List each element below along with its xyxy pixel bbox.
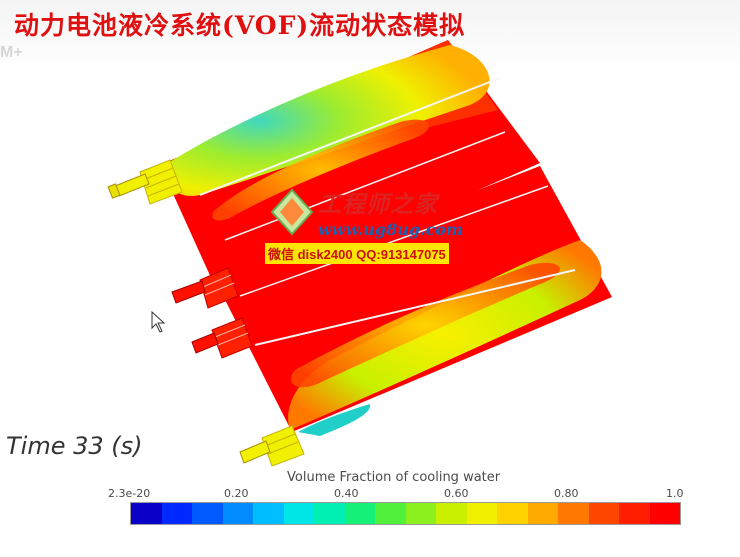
- watermark-brand: 工程师之家: [318, 191, 438, 218]
- colorbar-swatch: [436, 503, 467, 524]
- colorbar-swatch: [558, 503, 589, 524]
- upper-plate-baffle: [224, 131, 506, 241]
- colorbar-swatch: [161, 503, 192, 524]
- lower-plate-baffle: [239, 185, 549, 297]
- colorbar-title: Volume Fraction of cooling water: [287, 470, 501, 485]
- lower-plate-divider: [254, 269, 576, 346]
- arrow-cursor-icon: [151, 310, 166, 333]
- lower-plate-blue-pocket: [298, 404, 371, 436]
- colorbar-swatch: [192, 503, 223, 524]
- colorbar-tick: 2.3e-20: [108, 487, 151, 500]
- upper-inlet-header: [107, 159, 183, 205]
- corner-mark: M+: [0, 44, 23, 61]
- upper-outlet-header: [171, 267, 239, 309]
- colorbar-legend: [130, 502, 681, 525]
- upper-plate-water-front: [160, 45, 490, 196]
- lower-outlet-header: [191, 317, 253, 359]
- colorbar-swatch: [375, 503, 406, 524]
- colorbar-tick: 0.40: [334, 487, 359, 500]
- diamond-logo-icon: [270, 188, 314, 236]
- colorbar-swatch: [649, 503, 680, 524]
- time-label: Time 33 (s): [6, 432, 143, 460]
- colorbar-swatch: [344, 503, 375, 524]
- colorbar-swatch: [497, 503, 528, 524]
- lower-inlet-header: [239, 425, 305, 467]
- colorbar-swatch: [253, 503, 284, 524]
- watermark-contact: 微信 disk2400 QQ:913147075: [265, 243, 449, 264]
- colorbar-tick: 0.20: [224, 487, 249, 500]
- colorbar-swatch: [131, 503, 162, 524]
- colorbar-swatch: [314, 503, 345, 524]
- watermark-url: www.ug8ug.com: [318, 220, 463, 239]
- colorbar-swatch: [222, 503, 253, 524]
- colorbar-swatch: [466, 503, 497, 524]
- upper-cold-plate: [107, 40, 540, 302]
- page-title: 动力电池液冷系统(VOF)流动状态模拟: [14, 11, 466, 40]
- colorbar-swatch: [527, 503, 558, 524]
- lower-plate-water-tongue: [291, 262, 561, 388]
- upper-plate-divider: [199, 77, 501, 196]
- colorbar-tick: 0.80: [554, 487, 579, 500]
- colorbar-swatch: [283, 503, 314, 524]
- colorbar-swatch: [619, 503, 650, 524]
- colorbar-swatch: [405, 503, 436, 524]
- colorbar-tick: 1.0: [666, 487, 684, 500]
- lower-cold-plate: [171, 166, 612, 467]
- upper-plate-water-tongue: [212, 119, 430, 221]
- colorbar-swatch: [588, 503, 619, 524]
- colorbar-tick: 0.60: [444, 487, 469, 500]
